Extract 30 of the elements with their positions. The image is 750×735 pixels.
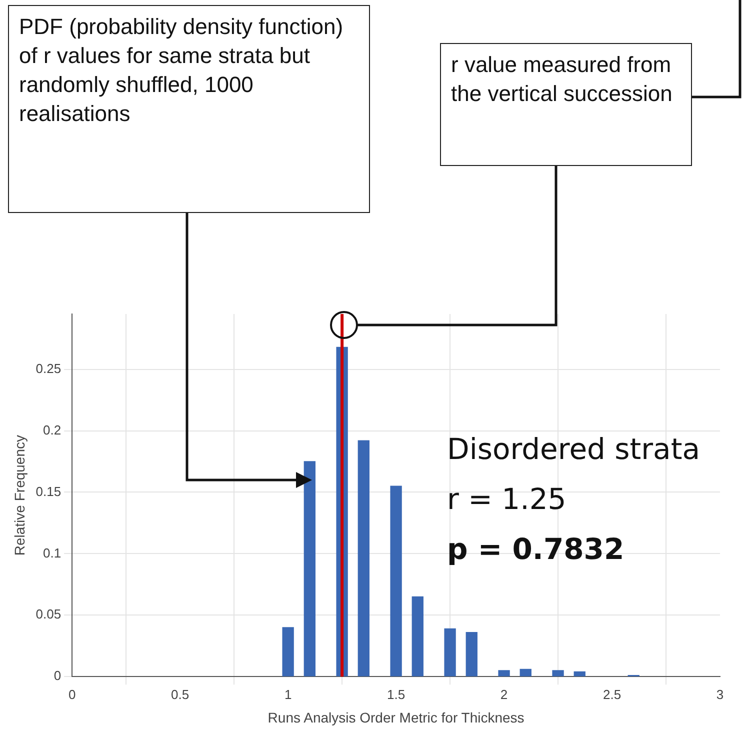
text: PDF (probability density function) of r values for same strata but randomly shuffled, 1000 realisations xyxy=(8,5,370,213)
x-tick-label: 0.5 xyxy=(171,686,190,702)
x-axis-title: Runs Analysis Order Metric for Thickness xyxy=(268,709,524,726)
y-tick-label: 0.25 xyxy=(36,360,62,376)
y-tick-label: 0.1 xyxy=(43,545,62,560)
y-tick-label: 0 xyxy=(54,668,62,684)
text: r value measured from the vertical succession xyxy=(440,43,692,166)
bar xyxy=(282,627,294,676)
x-tick-label: 3 xyxy=(716,686,724,702)
bar xyxy=(552,670,564,676)
y-tick-label: 0.2 xyxy=(43,422,62,438)
x-tick-label: 1.5 xyxy=(387,686,406,702)
bar xyxy=(574,671,586,676)
bar xyxy=(390,486,402,676)
annotation: Disordered strata xyxy=(447,432,700,466)
bar xyxy=(412,596,424,676)
annotation: p = 0.7832 xyxy=(447,532,624,566)
x-tick-label: 0 xyxy=(68,686,76,702)
x-tick-label: 2.5 xyxy=(602,686,622,702)
y-axis-title: Relative Frequency xyxy=(11,434,28,556)
bar xyxy=(520,668,532,676)
x-tick-label: 2 xyxy=(500,686,508,702)
y-tick-label: 0.05 xyxy=(36,606,62,622)
bar xyxy=(358,440,370,676)
y-tick-label: 0.15 xyxy=(36,484,62,499)
bar xyxy=(466,632,478,676)
x-tick-label: 1 xyxy=(284,686,292,702)
bar xyxy=(444,628,456,676)
annotation: r = 1.25 xyxy=(447,482,566,516)
bar xyxy=(498,670,510,676)
